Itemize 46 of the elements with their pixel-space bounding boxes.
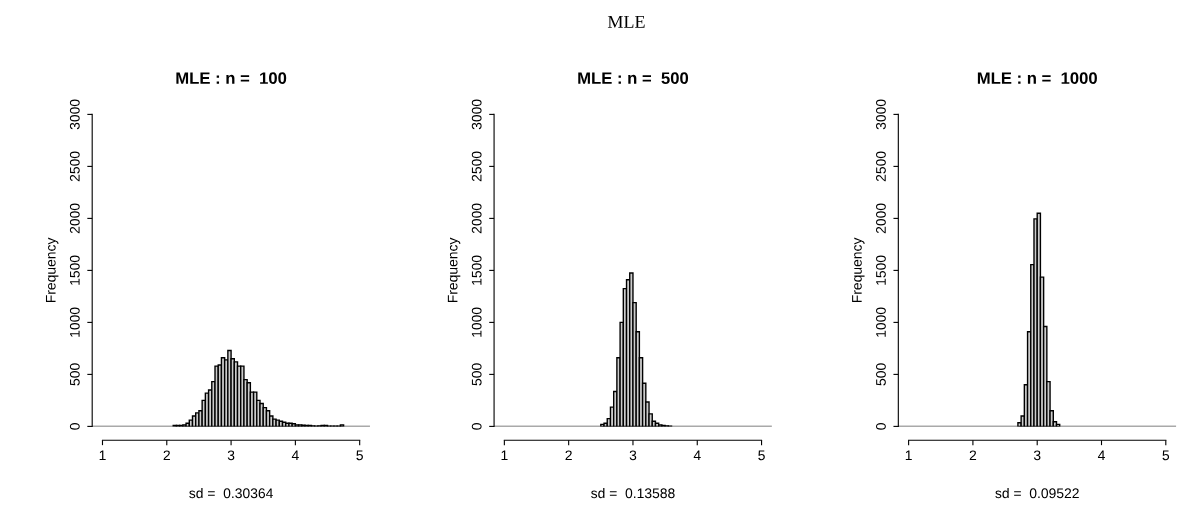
x-tick-label: 1 [501,450,508,461]
x-tick-label: 2 [969,450,977,461]
x-tick-label: 5 [758,450,765,461]
y-tick-label: 2500 [876,151,886,182]
y-tick-label: 1000 [876,307,886,337]
y-tick-label: 500 [69,363,80,386]
y-tick-label: 1500 [69,255,80,285]
y-tick-label: 1000 [69,307,80,337]
x-tick-label: 3 [227,450,235,461]
y-tick-label: 0 [69,423,80,430]
chart-title: MLE : n = 1000 [977,72,1097,85]
x-tick-label: 3 [629,450,637,461]
y-tick-label: 3000 [471,99,482,130]
x-tick-label: 5 [1162,450,1170,461]
x-tick-label: 5 [356,450,363,461]
y-tick-label: 3000 [69,99,80,130]
y-axis-title: Frequency [45,237,59,303]
text: MLE [607,15,645,28]
x-axis-title: sd = 0.09522 [995,487,1079,499]
y-tick-label: 1000 [471,307,482,337]
x-tick-label: 1 [905,450,912,461]
y-tick-label: 500 [471,363,482,386]
y-tick-label: 3000 [876,99,886,130]
y-axis-title: Frequency [447,237,461,303]
y-tick-label: 500 [876,363,886,386]
x-axis-title: sd = 0.13588 [591,487,675,499]
x-tick-label: 2 [565,450,572,461]
x-tick-label: 4 [693,450,701,461]
y-tick-label: 2000 [69,203,80,234]
y-tick-label: 2000 [876,203,886,234]
y-tick-label: 1500 [876,255,886,285]
y-tick-label: 0 [471,423,482,430]
chart-title: MLE : n = 500 [578,72,689,85]
y-tick-label: 1500 [471,255,482,285]
chart-title: MLE : n = 100 [176,72,287,85]
x-tick-label: 1 [99,450,106,461]
y-tick-label: 2500 [471,151,482,182]
x-tick-label: 3 [1033,450,1041,461]
y-tick-label: 2000 [471,203,482,234]
x-tick-label: 4 [1097,450,1105,461]
x-axis-title: sd = 0.30364 [189,487,273,499]
y-tick-label: 0 [876,423,886,430]
y-tick-label: 2500 [69,151,80,182]
x-tick-label: 4 [291,450,299,461]
x-tick-label: 2 [163,450,170,461]
y-axis-title: Frequency [852,237,865,303]
